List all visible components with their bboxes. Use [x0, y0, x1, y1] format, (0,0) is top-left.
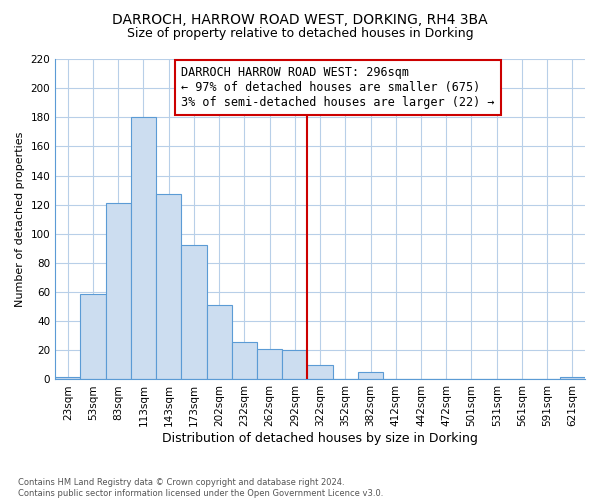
Bar: [307, 365, 332, 380]
Bar: [156, 194, 181, 380]
Bar: [257, 349, 282, 380]
Bar: [55, 376, 80, 380]
Text: DARROCH HARROW ROAD WEST: 296sqm
← 97% of detached houses are smaller (675)
3% o: DARROCH HARROW ROAD WEST: 296sqm ← 97% o…: [181, 66, 495, 110]
Bar: [282, 350, 307, 380]
Bar: [106, 203, 131, 380]
Text: Contains HM Land Registry data © Crown copyright and database right 2024.
Contai: Contains HM Land Registry data © Crown c…: [18, 478, 383, 498]
Bar: [206, 305, 232, 380]
Bar: [232, 342, 257, 380]
Bar: [80, 294, 106, 380]
X-axis label: Distribution of detached houses by size in Dorking: Distribution of detached houses by size …: [162, 432, 478, 445]
Text: DARROCH, HARROW ROAD WEST, DORKING, RH4 3BA: DARROCH, HARROW ROAD WEST, DORKING, RH4 …: [112, 12, 488, 26]
Bar: [358, 372, 383, 380]
Bar: [560, 376, 585, 380]
Bar: [181, 246, 206, 380]
Y-axis label: Number of detached properties: Number of detached properties: [15, 132, 25, 307]
Bar: [131, 118, 156, 380]
Text: Size of property relative to detached houses in Dorking: Size of property relative to detached ho…: [127, 28, 473, 40]
